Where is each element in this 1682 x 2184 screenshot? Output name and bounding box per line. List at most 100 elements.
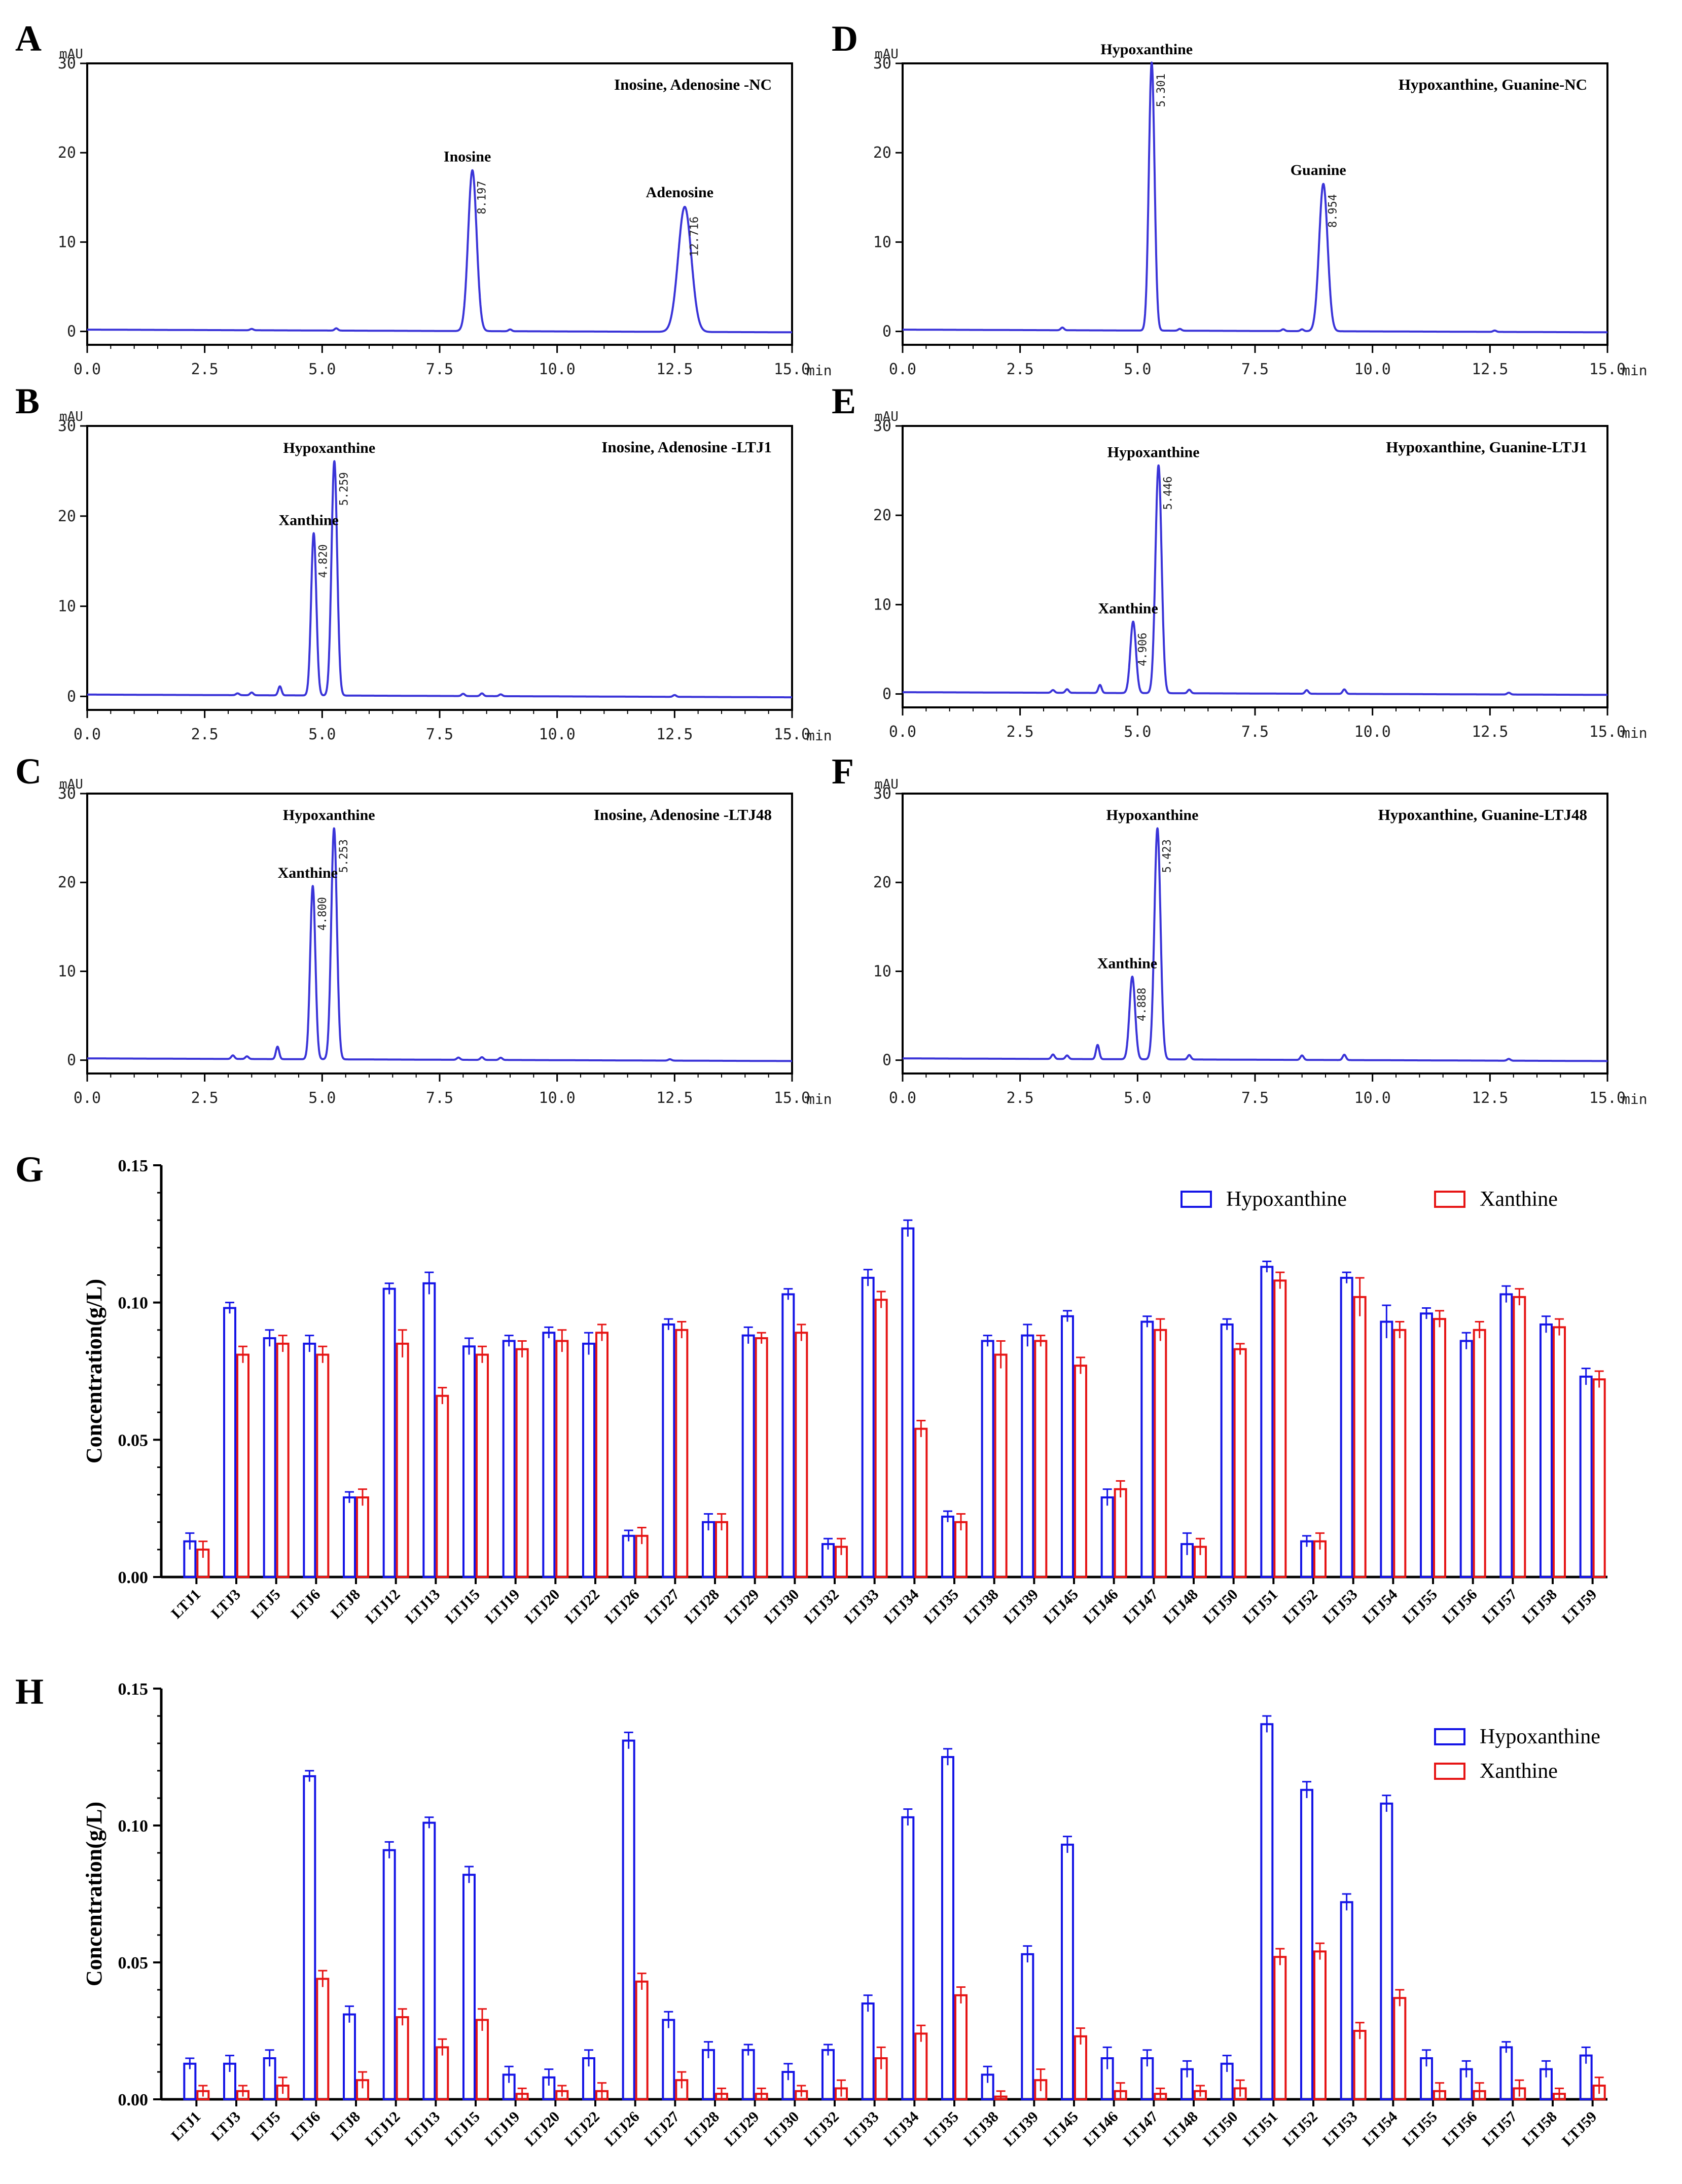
y-tick-label: 10 (873, 596, 891, 614)
x-tick-label: LTJ5 (248, 1586, 284, 1622)
x-tick-label: LTJ27 (641, 2108, 683, 2150)
plot-frame (902, 793, 1608, 1075)
y-axis-label: Concentration(g/L) (82, 1802, 106, 1986)
chromatogram-trace (902, 464, 1608, 696)
y-axis-label: Concentration(g/L) (82, 1279, 106, 1463)
bar-hypoxanthine (303, 1342, 316, 1579)
x-tick-label: 12.5 (656, 361, 693, 378)
plot-frame (902, 62, 1608, 346)
y-tick-label: 30 (58, 785, 76, 803)
bar-xanthine (994, 1353, 1008, 1579)
x-tick-label: 5.0 (1124, 1089, 1151, 1107)
y-tick-label: 0.00 (118, 2091, 149, 2109)
x-tick-label: LTJ8 (328, 1586, 364, 1622)
x-tick-label: LTJ32 (801, 1586, 842, 1628)
legend: Hypoxanthine Xanthine (1434, 1725, 1600, 1783)
bar-hypoxanthine (941, 1756, 954, 2100)
bar-xanthine (1473, 1329, 1486, 1579)
x-tick-label: 10.0 (539, 361, 576, 378)
y-axis-unit: mAU (875, 47, 899, 62)
x-tick-label: 15.0 (1589, 361, 1626, 378)
bar-hypoxanthine (1260, 1723, 1274, 2100)
x-tick-label: LTJ56 (1439, 1586, 1481, 1628)
bar-xanthine (1513, 1296, 1526, 1579)
retention-time-xanthine: 4.820 (317, 544, 330, 578)
x-tick-label: LTJ22 (561, 2108, 603, 2150)
bar-xanthine (316, 1978, 330, 2100)
bar-xanthine (954, 1994, 968, 2101)
y-axis-unit: mAU (875, 777, 899, 792)
x-tick-label: 15.0 (1589, 1089, 1626, 1107)
retention-time-hypoxanthine: 5.423 (1161, 839, 1174, 873)
retention-time-guanine: 8.954 (1327, 194, 1340, 228)
bar-hypoxanthine (502, 1340, 516, 1579)
legend-label-hypoxanthine: Hypoxanthine (1480, 1725, 1600, 1748)
x-tick-label: 12.5 (656, 1089, 693, 1107)
bar-hypoxanthine (263, 1337, 276, 1579)
x-tick-label: LTJ13 (402, 1586, 444, 1628)
bar-xanthine (795, 1332, 808, 1579)
y-axis-unit: mAU (59, 409, 83, 424)
bar-xanthine (476, 2019, 489, 2100)
bar-hypoxanthine (1140, 1320, 1154, 1579)
y-tick-label: 0 (67, 688, 76, 705)
y-axis-unit: mAU (59, 777, 83, 792)
bar-xanthine (356, 1496, 369, 1579)
x-tick-label: 2.5 (191, 726, 219, 743)
peak-label-hypoxanthine: Hypoxanthine (1106, 807, 1199, 824)
x-tick-label: 12.5 (1472, 361, 1508, 378)
x-tick-label: LTJ53 (1319, 2108, 1361, 2150)
bar-xanthine (1353, 2030, 1367, 2100)
peak-label-guanine: Guanine (1291, 162, 1346, 178)
x-tick-label: LTJ6 (288, 2108, 324, 2144)
legend-label-hypoxanthine: Hypoxanthine (1226, 1188, 1347, 1211)
x-tick-label: LTJ46 (1080, 1586, 1122, 1628)
bar-xanthine (1553, 1326, 1566, 1579)
x-tick-label: LTJ30 (761, 2108, 803, 2150)
x-tick-label: 15.0 (774, 1089, 810, 1107)
y-tick-label: 30 (873, 55, 891, 73)
x-axis-unit: min (1622, 725, 1648, 741)
retention-time-xanthine: 4.800 (316, 897, 329, 930)
x-tick-label: 0.0 (74, 361, 101, 378)
bar-xanthine (396, 2016, 409, 2100)
chromatogram-title: Hypoxanthine, Guanine-NC (1399, 76, 1587, 93)
chromatogram-title: Hypoxanthine, Guanine-LTJ1 (1386, 438, 1587, 456)
bar-hypoxanthine (1499, 1293, 1513, 1579)
panel-letter: C (15, 751, 42, 792)
x-tick-label: LTJ51 (1240, 1586, 1281, 1628)
x-axis-unit: min (1622, 362, 1648, 379)
x-tick-label: LTJ50 (1200, 2108, 1241, 2150)
bar-xanthine (436, 1394, 449, 1578)
x-tick-label: LTJ45 (1040, 2108, 1082, 2150)
bar-hypoxanthine (821, 2049, 835, 2101)
legend-label-xanthine: Xanthine (1480, 1760, 1558, 1783)
bar-xanthine (476, 1353, 489, 1579)
x-tick-label: 0.0 (889, 361, 916, 378)
bar-xanthine (914, 1427, 928, 1578)
y-tick-label: 0 (882, 323, 891, 341)
bar-hypoxanthine (462, 1345, 476, 1579)
legend-swatch-xanthine (1434, 1191, 1465, 1208)
bar-hypoxanthine (303, 1775, 316, 2101)
bar-hypoxanthine (1021, 1953, 1034, 2101)
x-tick-label: LTJ54 (1359, 1586, 1401, 1628)
peak-label-xanthine: Xanthine (278, 865, 338, 881)
x-tick-label: LTJ57 (1479, 1586, 1521, 1628)
bar-hypoxanthine (422, 1282, 436, 1579)
bar-hypoxanthine (741, 2049, 755, 2101)
bar-xanthine (1313, 1950, 1327, 2100)
x-tick-label: LTJ33 (841, 2108, 882, 2150)
y-tick-label: 0.15 (118, 1157, 149, 1175)
bar-xanthine (1273, 1956, 1287, 2100)
x-tick-label: 0.0 (74, 726, 101, 743)
x-tick-label: LTJ35 (920, 1586, 962, 1628)
x-tick-label: LTJ45 (1040, 1586, 1082, 1628)
x-tick-label: 5.0 (308, 1089, 336, 1107)
bar-hypoxanthine (382, 1849, 396, 2101)
x-tick-label: 7.5 (1241, 723, 1269, 741)
y-tick-label: 20 (58, 508, 76, 525)
chromatogram-title: Inosine, Adenosine -LTJ1 (601, 438, 772, 456)
bar-xanthine (1592, 1378, 1606, 1578)
